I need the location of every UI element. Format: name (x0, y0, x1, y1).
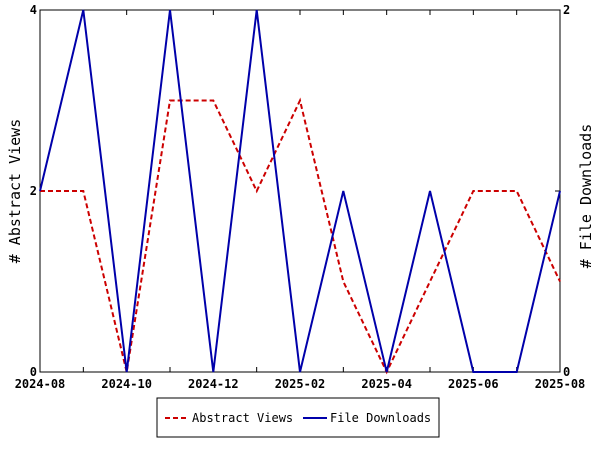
legend: Abstract Views File Downloads (156, 397, 440, 438)
right-axis-title: # File Downloads (577, 124, 595, 269)
x-tick-label: 2025-04 (361, 377, 412, 391)
legend-label-abstract-views: Abstract Views (192, 411, 293, 425)
series-line-file-downloads (39, 9, 561, 373)
legend-label-file-downloads: File Downloads (330, 411, 431, 425)
left-axis-title: # Abstract Views (6, 119, 24, 264)
y-left-tick-label: 2 (30, 184, 37, 198)
y-right-tick-label: 2 (563, 3, 570, 17)
x-tick-label: 2024-10 (101, 377, 152, 391)
y-left-tick-label: 4 (30, 3, 37, 17)
x-tick-label: 2025-02 (275, 377, 326, 391)
series-line-abstract-views (40, 97, 561, 375)
x-tick-label: 2024-12 (188, 377, 239, 391)
series-layer (39, 9, 561, 375)
y-right-tick-label: 0 (563, 365, 570, 379)
x-tick-label: 2025-08 (535, 377, 586, 391)
x-tick-label: 2025-06 (448, 377, 499, 391)
y-left-tick-label: 0 (30, 365, 37, 379)
x-tick-label: 2024-08 (15, 377, 66, 391)
axis-ticks: 2024-08 2024-10 2024-12 2025-02 2025-04 2025-… (15, 3, 586, 391)
legend-box (156, 397, 440, 438)
